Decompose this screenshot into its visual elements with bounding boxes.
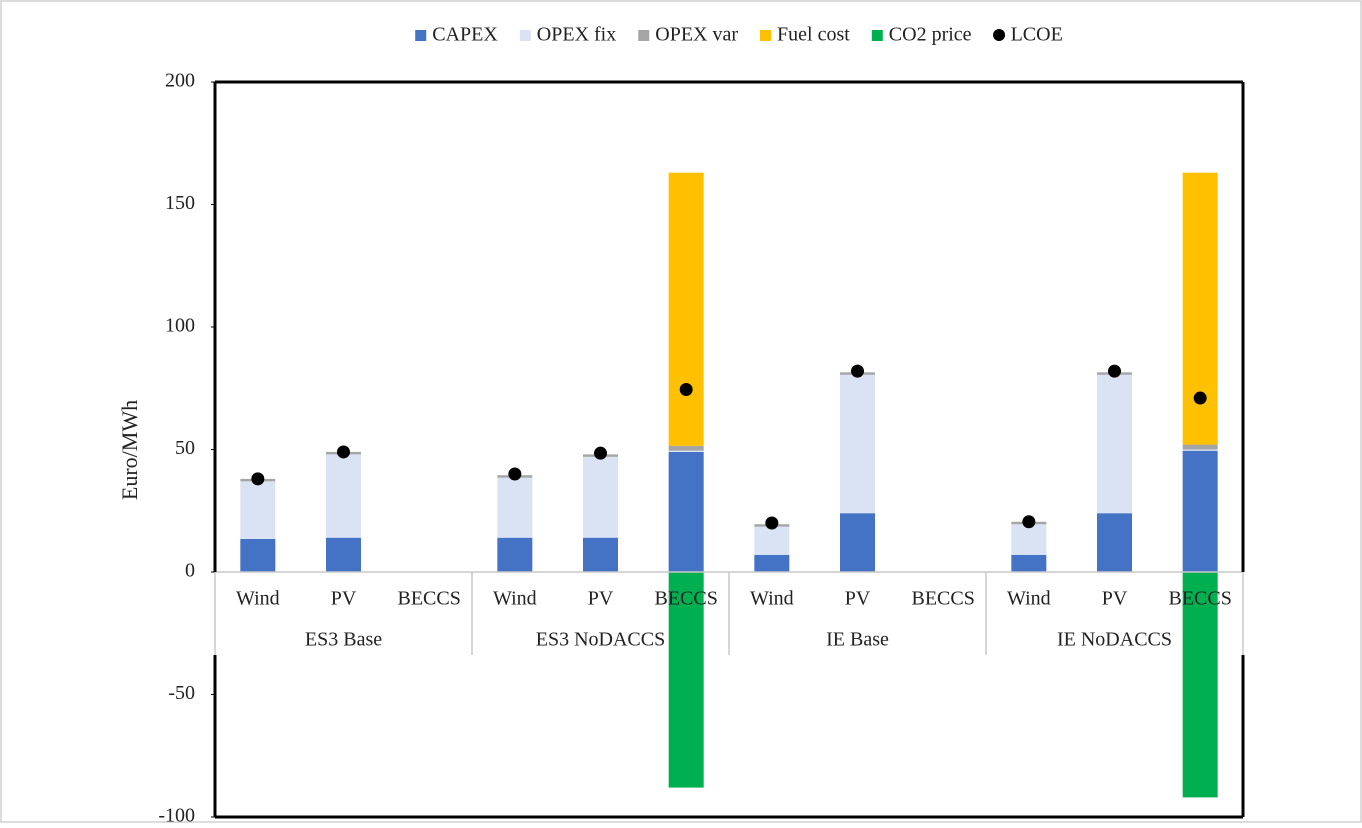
legend-label: CO2 price [889, 24, 972, 46]
lcoe-dot [1108, 364, 1121, 378]
x-tick-label: Wind [1007, 588, 1051, 610]
legend-label: OPEX var [655, 24, 738, 46]
bar-segment [668, 445, 704, 451]
bar-segment [1182, 449, 1218, 451]
x-tick-label: BECCS [397, 588, 460, 610]
bar-segment [754, 526, 790, 555]
y-tick-label: 50 [175, 437, 195, 459]
lcoe-dot [508, 467, 522, 481]
legend-swatch [871, 30, 883, 41]
y-tick-label: -100 [158, 805, 195, 823]
legend-swatch [760, 30, 772, 41]
y-tick-label: 0 [185, 560, 195, 582]
legend-swatch [519, 30, 531, 41]
bar-segment [754, 554, 790, 572]
x-tick-label: PV [845, 588, 871, 610]
bar-segment [840, 513, 875, 572]
x-tick-label: BECCS [911, 588, 974, 610]
bar-segment [1011, 524, 1047, 555]
x-tick-label: PV [331, 588, 357, 610]
lcoe-dot [594, 446, 607, 460]
legend-swatch [993, 29, 1006, 41]
bar-segment [240, 481, 276, 539]
bar-segment [1182, 572, 1218, 798]
bar-segment [583, 537, 618, 572]
lcoe-dot [251, 472, 265, 486]
bar-segment [668, 572, 704, 788]
bar-segment [497, 537, 533, 572]
bar-segment [497, 477, 533, 538]
lcoe-dot [1022, 515, 1036, 529]
group-label: IE NoDACCS [1057, 629, 1172, 651]
x-tick-label: Wind [493, 588, 537, 610]
x-tick-label: BECCS [1168, 588, 1231, 610]
legend-label: Fuel cost [777, 24, 850, 46]
group-label: ES3 Base [305, 629, 382, 651]
group-label: IE Base [826, 629, 889, 651]
bar-segment [668, 172, 704, 446]
y-tick-label: 150 [165, 192, 195, 214]
y-axis-label: Euro/MWh [117, 400, 142, 500]
lcoe-dot [679, 382, 693, 396]
bar-segment [1097, 374, 1132, 514]
bar-segment [1097, 513, 1132, 572]
x-tick-label: Wind [236, 588, 280, 610]
bar-segment [240, 538, 276, 572]
legend-label: LCOE [1011, 24, 1063, 46]
y-tick-label: 200 [165, 70, 195, 92]
lcoe-dot [851, 364, 864, 378]
x-tick-label: Wind [750, 588, 794, 610]
bar-segment [583, 456, 618, 538]
bar-segment [668, 450, 704, 452]
bar-segment [840, 374, 875, 514]
bar-segment [668, 451, 704, 572]
legend-label: OPEX fix [537, 24, 616, 46]
x-tick-label: PV [1102, 588, 1128, 610]
bar-segment [326, 454, 361, 538]
bar-segment [1011, 554, 1047, 572]
legend-swatch [415, 30, 427, 41]
legend-label: CAPEX [432, 24, 498, 46]
lcoe-dot [337, 445, 350, 459]
lcoe-dot [765, 516, 779, 530]
legend-swatch [638, 30, 650, 41]
lcoe-dot [1193, 391, 1207, 405]
x-tick-label: PV [588, 588, 614, 610]
bar-segment [326, 537, 361, 572]
y-tick-label: 100 [165, 315, 195, 337]
bar-segment [1182, 450, 1218, 572]
bar-segment [1182, 444, 1218, 450]
x-tick-label: BECCS [654, 588, 717, 610]
y-tick-label: -50 [168, 682, 195, 704]
group-label: ES3 NoDACCS [536, 629, 665, 651]
